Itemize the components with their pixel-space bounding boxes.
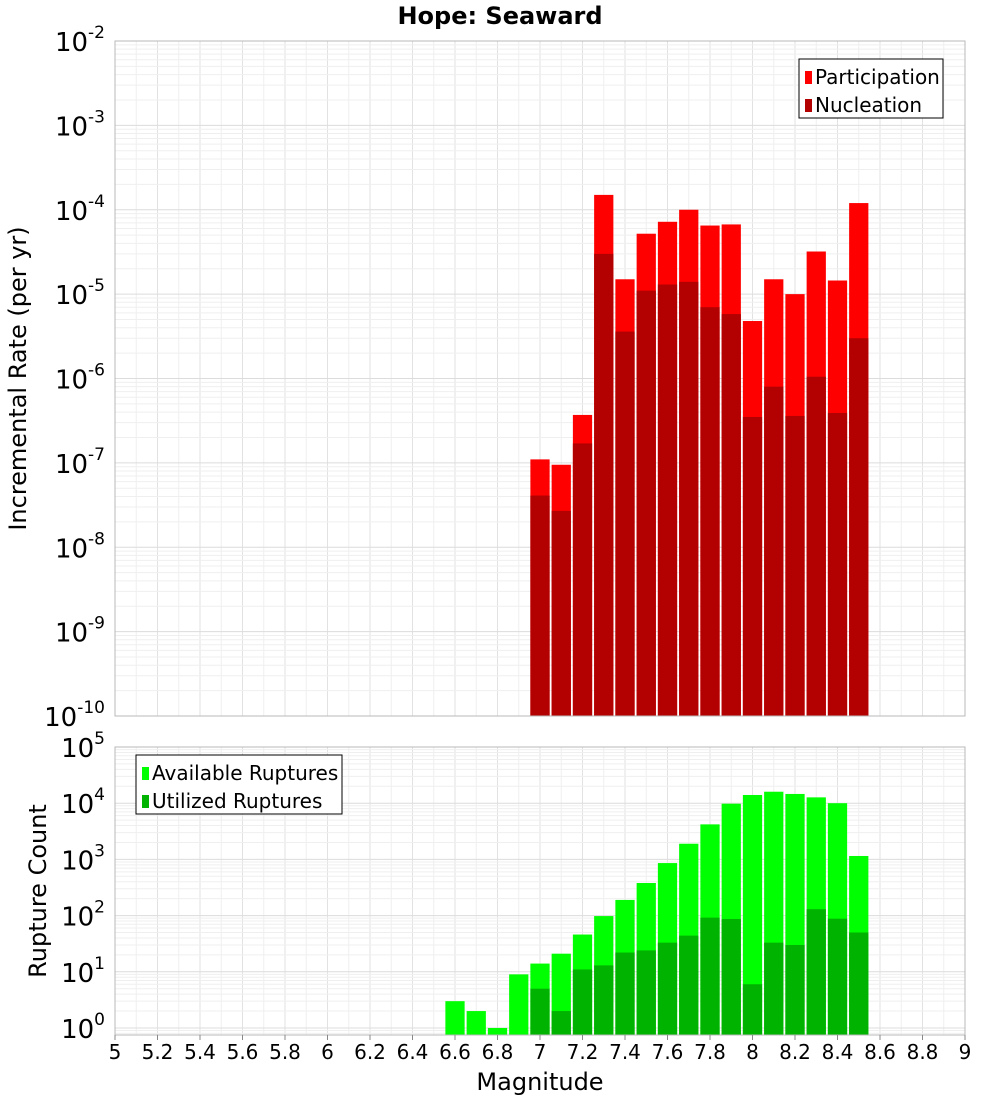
- bar-utilized-ruptures: [530, 988, 550, 1035]
- legend-label: Participation: [815, 65, 940, 89]
- bar-nucleation: [657, 284, 678, 716]
- x-tick-label: 6.6: [439, 1040, 471, 1064]
- x-tick-label: 8.8: [907, 1040, 939, 1064]
- x-tick-label: 5.2: [142, 1040, 174, 1064]
- bottom-bars: [445, 791, 869, 1035]
- top-y-tick-label: 10-7: [55, 445, 105, 480]
- legend-swatch: [805, 71, 812, 84]
- top-y-tick-label: 10-6: [55, 361, 105, 396]
- bar-nucleation: [594, 253, 614, 716]
- bar-nucleation: [572, 443, 593, 716]
- top-y-tick-label: 10-4: [55, 192, 105, 227]
- x-tick-label: 5.4: [184, 1040, 216, 1064]
- bar-nucleation: [827, 413, 848, 716]
- top-y-tick-label: 10-9: [55, 614, 105, 649]
- chart-title: Hope: Seaward: [397, 2, 602, 30]
- bar-utilized-ruptures: [679, 935, 699, 1035]
- bottom-legend: Available Ruptures Utilized Ruptures: [135, 754, 343, 815]
- legend-swatch: [142, 767, 149, 780]
- bar-nucleation: [700, 307, 720, 716]
- top-y-tick-label: 10-10: [44, 698, 105, 733]
- x-tick-label: 7.8: [694, 1040, 726, 1064]
- bottom-y-tick-label: 101: [61, 954, 105, 989]
- bar-utilized-ruptures: [594, 965, 614, 1035]
- bar-available-ruptures: [487, 1027, 508, 1035]
- x-tick-label: 7.4: [609, 1040, 641, 1064]
- bar-nucleation: [721, 314, 741, 716]
- x-tick-label: 8.2: [779, 1040, 811, 1064]
- x-tick-label: 5: [109, 1040, 122, 1064]
- x-tick-label: 8.6: [864, 1040, 896, 1064]
- bottom-y-tick-label: 103: [61, 841, 105, 876]
- bar-nucleation: [849, 338, 869, 716]
- top-y-tick-label: 10-2: [55, 23, 105, 58]
- bar-nucleation: [530, 495, 550, 716]
- bar-utilized-ruptures: [657, 942, 678, 1035]
- top-y-tick-label: 10-3: [55, 107, 105, 142]
- x-tick-label: 6.8: [482, 1040, 514, 1064]
- bar-available-ruptures: [742, 794, 763, 1035]
- bottom-y-tick-label: 100: [61, 1010, 105, 1045]
- x-tick-label: 6.2: [354, 1040, 386, 1064]
- bar-nucleation: [615, 331, 635, 716]
- x-tick-label: 8.4: [822, 1040, 854, 1064]
- bar-utilized-ruptures: [636, 950, 656, 1035]
- bar-utilized-ruptures: [721, 918, 741, 1035]
- top-y-tick-label: 10-8: [55, 529, 105, 564]
- x-tick-label: 7.2: [567, 1040, 599, 1064]
- top-plot-frame: [114, 40, 966, 717]
- legend-label: Available Ruptures: [152, 761, 338, 785]
- legend-label: Utilized Ruptures: [152, 789, 322, 813]
- top-legend: Participation Nucleation: [798, 58, 944, 119]
- x-axis-label: Magnitude: [476, 1068, 603, 1096]
- bar-nucleation: [764, 386, 784, 716]
- bar-nucleation: [679, 281, 699, 716]
- bottom-y-axis-label: Rupture Count: [24, 804, 52, 978]
- bar-utilized-ruptures: [785, 944, 805, 1035]
- top-y-axis-label: Incremental Rate (per yr): [4, 226, 32, 530]
- bar-utilized-ruptures: [764, 942, 784, 1035]
- bar-nucleation: [742, 416, 763, 716]
- x-tick-label: 5.6: [227, 1040, 259, 1064]
- top-bars: [530, 194, 869, 717]
- bar-nucleation: [551, 510, 571, 716]
- legend-box: [135, 754, 343, 815]
- x-tick-label: 7.6: [652, 1040, 684, 1064]
- top-y-tick-label: 10-5: [55, 276, 105, 311]
- bar-utilized-ruptures: [742, 984, 763, 1035]
- bar-available-ruptures: [466, 1011, 486, 1035]
- bar-utilized-ruptures: [827, 918, 848, 1035]
- bar-available-ruptures: [509, 974, 529, 1035]
- x-tick-label: 5.8: [269, 1040, 301, 1064]
- x-tick-label: 6: [321, 1040, 334, 1064]
- x-tick-label: 6.4: [397, 1040, 429, 1064]
- bar-utilized-ruptures: [572, 969, 593, 1035]
- legend-swatch: [805, 99, 812, 112]
- bar-utilized-ruptures: [615, 952, 635, 1035]
- x-tick-label: 7: [534, 1040, 547, 1064]
- legend-label: Nucleation: [815, 93, 922, 117]
- bar-utilized-ruptures: [551, 1011, 571, 1035]
- bottom-y-tick-label: 104: [61, 785, 105, 820]
- bar-nucleation: [636, 290, 656, 716]
- bar-nucleation: [806, 376, 826, 716]
- bar-nucleation: [785, 415, 805, 716]
- bar-utilized-ruptures: [849, 932, 869, 1035]
- x-tick-label: 8: [746, 1040, 759, 1064]
- x-tick-label: 9: [959, 1040, 972, 1064]
- bottom-y-tick-label: 105: [61, 729, 105, 764]
- bar-available-ruptures: [445, 1001, 465, 1035]
- legend-swatch: [142, 795, 149, 808]
- bar-utilized-ruptures: [806, 909, 826, 1035]
- bottom-y-tick-label: 102: [61, 898, 105, 933]
- bar-utilized-ruptures: [700, 917, 720, 1035]
- legend-box: [798, 58, 944, 119]
